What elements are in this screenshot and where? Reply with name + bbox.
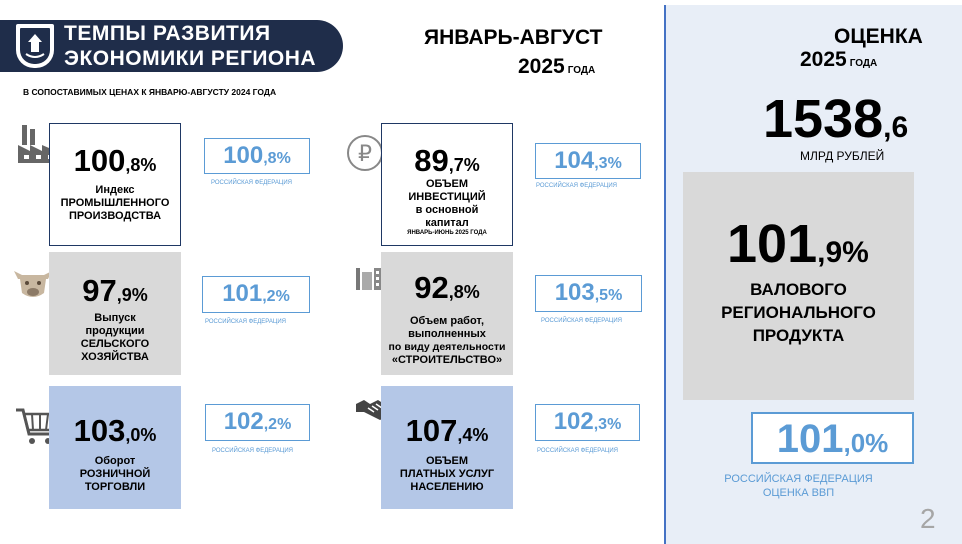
rf-label-investments: РОССИЙСКАЯ ФЕДЕРАЦИЯ	[536, 183, 617, 189]
period-year: 2025 ГОДА	[518, 55, 596, 78]
svg-text:₽: ₽	[358, 142, 372, 167]
indicator-card-agriculture: 97,9% Выпуск продукции СЕЛЬСКОГО ХОЗЯЙСТВА	[49, 252, 181, 375]
indicator-label: ОБЪЕМ ПЛАТНЫХ УСЛУГ НАСЕЛЕНИЮ	[399, 455, 495, 493]
rf-label-retail: РОССИЙСКАЯ ФЕДЕРАЦИЯ	[212, 448, 293, 454]
cow-icon	[12, 263, 54, 306]
rf-label-services: РОССИЙСКАЯ ФЕДЕРАЦИЯ	[537, 448, 618, 454]
indicator-note: ЯНВАРЬ-ИЮНЬ 2025 ГОДА	[407, 230, 487, 236]
rf-gdp-value: 101,0%	[776, 417, 889, 461]
rf-box-construction: 103,5%	[535, 275, 642, 312]
indicator-card-services: 107,4% ОБЪЕМ ПЛАТНЫХ УСЛУГ НАСЕЛЕНИЮ	[381, 386, 513, 509]
rf-box-retail: 102,2%	[205, 404, 310, 441]
indicator-label: Объем работ, выполненных по виду деятельно…	[388, 315, 506, 366]
rf-gdp-label: РОССИЙСКАЯ ФЕДЕРАЦИЯ ОЦЕНКА ВВП	[724, 473, 873, 499]
rf-label-industry: РОССИЙСКАЯ ФЕДЕРАЦИЯ	[211, 180, 292, 186]
page-title-line2: ЭКОНОМИКИ РЕГИОНА	[64, 47, 317, 70]
indicator-card-investments: 89,7% ОБЪЕМ ИНВЕСТИЦИЙ в основной капитал Я…	[381, 123, 513, 246]
indicator-card-industry: 100,8% Индекс ПРОМЫШЛЕННОГО ПРОИЗВОДСТВА	[49, 123, 181, 246]
subtitle: В СОПОСТАВИМЫХ ЦЕНАХ К ЯНВАРЮ-АВГУСТУ 20…	[23, 87, 277, 97]
indicator-label: ОБЪЕМ ИНВЕСТИЦИЙ в основной капитал	[408, 178, 486, 229]
indicator-value: 89,7%	[414, 143, 480, 178]
estimate-title: ОЦЕНКА	[834, 25, 923, 48]
grp-amount-unit: МЛРД РУБЛЕЙ	[800, 149, 885, 163]
indicator-value: 107,4%	[405, 413, 489, 448]
grp-value: 101,9%	[727, 214, 869, 274]
indicator-label: Оборот РОЗНИЧНОЙ ТОРГОВЛИ	[79, 455, 151, 493]
page-number: 2	[920, 503, 936, 534]
title-banner	[0, 20, 343, 72]
indicator-value: 97,9%	[82, 273, 148, 308]
grp-label: ВАЛОВОГО РЕГИОНАЛЬНОГО ПРОДУКТА	[721, 280, 876, 345]
indicator-value: 92,8%	[414, 270, 480, 305]
estimate-year: 2025 ГОДА	[800, 48, 878, 71]
indicator-label: Выпуск продукции СЕЛЬСКОГО ХОЗЯЙСТВА	[80, 312, 150, 363]
rf-box-industry: 100,8%	[204, 138, 310, 174]
grp-card	[683, 172, 914, 400]
indicator-card-construction: 92,8% Объем работ, выполненных по виду дея…	[381, 252, 513, 375]
coat-of-arms-inner	[20, 28, 50, 64]
period-label: ЯНВАРЬ-АВГУСТ	[424, 26, 603, 49]
indicator-card-retail: 103,0% Оборот РОЗНИЧНОЙ ТОРГОВЛИ	[49, 386, 181, 509]
rf-label-agriculture: РОССИЙСКАЯ ФЕДЕРАЦИЯ	[205, 319, 286, 325]
indicator-value: 100,8%	[73, 143, 157, 178]
rf-gdp-box: 101,0%	[751, 412, 914, 464]
rf-box-agriculture: 101,2%	[202, 276, 310, 313]
page-title-line1: ТЕМПЫ РАЗВИТИЯ	[64, 22, 271, 45]
indicator-value: 103,0%	[73, 413, 157, 448]
indicator-label: Индекс ПРОМЫШЛЕННОГО ПРОИЗВОДСТВА	[60, 184, 170, 222]
grp-amount: 1538,6	[763, 89, 909, 149]
ruble-icon: ₽	[346, 134, 384, 177]
rf-box-services: 102,3%	[535, 404, 640, 441]
rf-box-investments: 104,3%	[535, 143, 641, 179]
rf-label-construction: РОССИЙСКАЯ ФЕДЕРАЦИЯ	[541, 318, 622, 324]
